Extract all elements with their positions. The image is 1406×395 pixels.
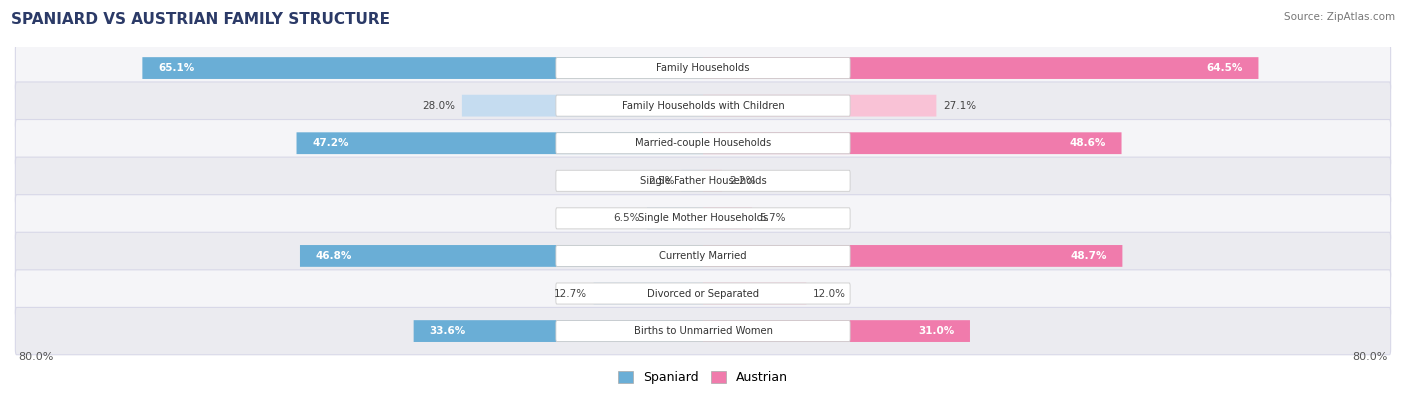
Text: Births to Unmarried Women: Births to Unmarried Women: [634, 326, 772, 336]
FancyBboxPatch shape: [555, 283, 851, 304]
Text: 80.0%: 80.0%: [18, 352, 53, 362]
Text: 64.5%: 64.5%: [1206, 63, 1243, 73]
FancyBboxPatch shape: [555, 58, 851, 79]
FancyBboxPatch shape: [555, 170, 851, 191]
Text: 2.5%: 2.5%: [648, 176, 675, 186]
Legend: Spaniard, Austrian: Spaniard, Austrian: [613, 366, 793, 389]
Text: 46.8%: 46.8%: [315, 251, 352, 261]
FancyBboxPatch shape: [15, 232, 1391, 280]
Text: 47.2%: 47.2%: [312, 138, 349, 148]
FancyBboxPatch shape: [15, 44, 1391, 92]
FancyBboxPatch shape: [555, 133, 851, 154]
Text: Source: ZipAtlas.com: Source: ZipAtlas.com: [1284, 12, 1395, 22]
Text: SPANIARD VS AUSTRIAN FAMILY STRUCTURE: SPANIARD VS AUSTRIAN FAMILY STRUCTURE: [11, 12, 391, 27]
Text: 28.0%: 28.0%: [422, 101, 456, 111]
FancyBboxPatch shape: [15, 307, 1391, 355]
FancyBboxPatch shape: [593, 282, 703, 305]
FancyBboxPatch shape: [682, 170, 703, 192]
FancyBboxPatch shape: [15, 270, 1391, 317]
FancyBboxPatch shape: [15, 120, 1391, 167]
Text: 48.7%: 48.7%: [1070, 251, 1107, 261]
FancyBboxPatch shape: [703, 57, 1258, 79]
Text: Single Mother Households: Single Mother Households: [638, 213, 768, 223]
Text: Divorced or Separated: Divorced or Separated: [647, 288, 759, 299]
Text: 27.1%: 27.1%: [943, 101, 976, 111]
Text: 80.0%: 80.0%: [1353, 352, 1388, 362]
FancyBboxPatch shape: [647, 207, 703, 229]
FancyBboxPatch shape: [703, 132, 1122, 154]
FancyBboxPatch shape: [555, 245, 851, 267]
FancyBboxPatch shape: [555, 95, 851, 116]
FancyBboxPatch shape: [555, 321, 851, 342]
FancyBboxPatch shape: [15, 195, 1391, 242]
FancyBboxPatch shape: [703, 95, 936, 117]
FancyBboxPatch shape: [413, 320, 703, 342]
Text: 12.7%: 12.7%: [554, 288, 586, 299]
Text: 6.5%: 6.5%: [613, 213, 640, 223]
Text: Family Households: Family Households: [657, 63, 749, 73]
FancyBboxPatch shape: [297, 132, 703, 154]
Text: Single Father Households: Single Father Households: [640, 176, 766, 186]
FancyBboxPatch shape: [555, 208, 851, 229]
FancyBboxPatch shape: [703, 245, 1122, 267]
Text: Family Households with Children: Family Households with Children: [621, 101, 785, 111]
Text: Currently Married: Currently Married: [659, 251, 747, 261]
FancyBboxPatch shape: [461, 95, 703, 117]
FancyBboxPatch shape: [15, 157, 1391, 205]
FancyBboxPatch shape: [703, 320, 970, 342]
FancyBboxPatch shape: [15, 82, 1391, 129]
Text: 33.6%: 33.6%: [429, 326, 465, 336]
Text: 48.6%: 48.6%: [1070, 138, 1107, 148]
Text: 12.0%: 12.0%: [813, 288, 846, 299]
FancyBboxPatch shape: [142, 57, 703, 79]
FancyBboxPatch shape: [703, 170, 721, 192]
Text: Married-couple Households: Married-couple Households: [636, 138, 770, 148]
FancyBboxPatch shape: [299, 245, 703, 267]
Text: 31.0%: 31.0%: [918, 326, 955, 336]
FancyBboxPatch shape: [703, 282, 807, 305]
Text: 2.2%: 2.2%: [728, 176, 755, 186]
Text: 65.1%: 65.1%: [157, 63, 194, 73]
FancyBboxPatch shape: [703, 207, 752, 229]
Text: 5.7%: 5.7%: [759, 213, 786, 223]
